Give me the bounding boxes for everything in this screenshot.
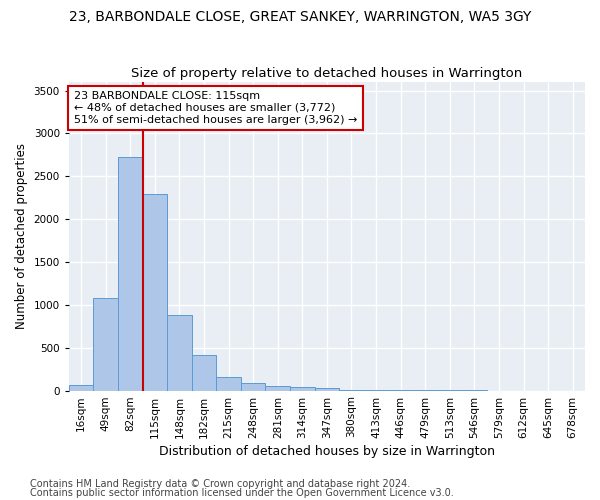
Bar [192,355,217,390]
Bar [143,194,167,390]
Bar [94,298,118,390]
Bar [69,386,94,390]
Y-axis label: Number of detached properties: Number of detached properties [15,144,28,330]
Title: Size of property relative to detached houses in Warrington: Size of property relative to detached ho… [131,66,523,80]
Bar [167,315,192,390]
Bar [265,386,290,390]
Text: 23, BARBONDALE CLOSE, GREAT SANKEY, WARRINGTON, WA5 3GY: 23, BARBONDALE CLOSE, GREAT SANKEY, WARR… [69,10,531,24]
Text: Contains public sector information licensed under the Open Government Licence v3: Contains public sector information licen… [30,488,454,498]
Bar [118,158,143,390]
Text: 23 BARBONDALE CLOSE: 115sqm
← 48% of detached houses are smaller (3,772)
51% of : 23 BARBONDALE CLOSE: 115sqm ← 48% of det… [74,92,358,124]
Bar [290,387,314,390]
X-axis label: Distribution of detached houses by size in Warrington: Distribution of detached houses by size … [159,444,495,458]
Bar [217,377,241,390]
Text: Contains HM Land Registry data © Crown copyright and database right 2024.: Contains HM Land Registry data © Crown c… [30,479,410,489]
Bar [241,383,265,390]
Bar [314,388,339,390]
